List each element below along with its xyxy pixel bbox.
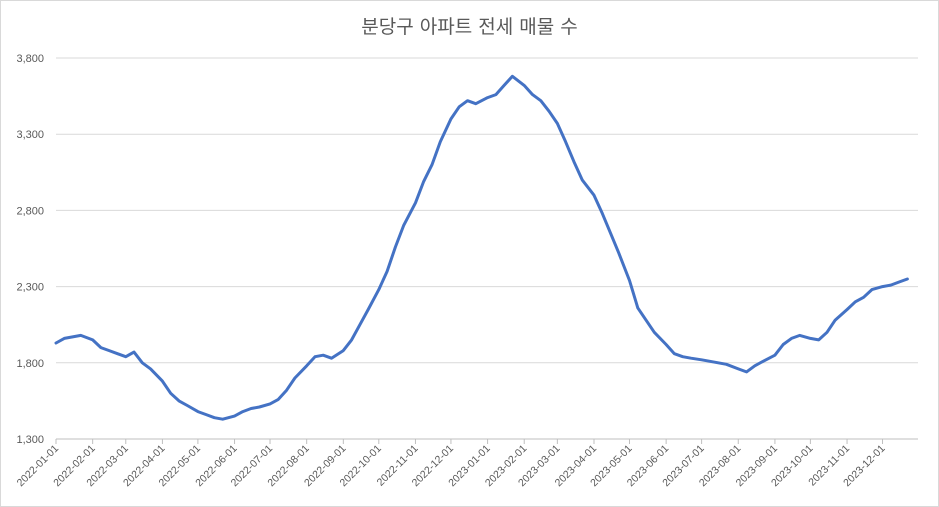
y-tick-label: 2,800 [16, 205, 44, 217]
y-tick-label: 2,300 [16, 282, 44, 294]
chart-title: 분당구 아파트 전세 매물 수 [361, 16, 578, 38]
y-tick-label: 1,800 [16, 358, 44, 370]
y-tick-label: 1,300 [16, 434, 44, 446]
y-tick-label: 3,800 [16, 53, 44, 65]
series-line [54, 74, 909, 421]
y-tick-label: 3,300 [16, 129, 44, 141]
